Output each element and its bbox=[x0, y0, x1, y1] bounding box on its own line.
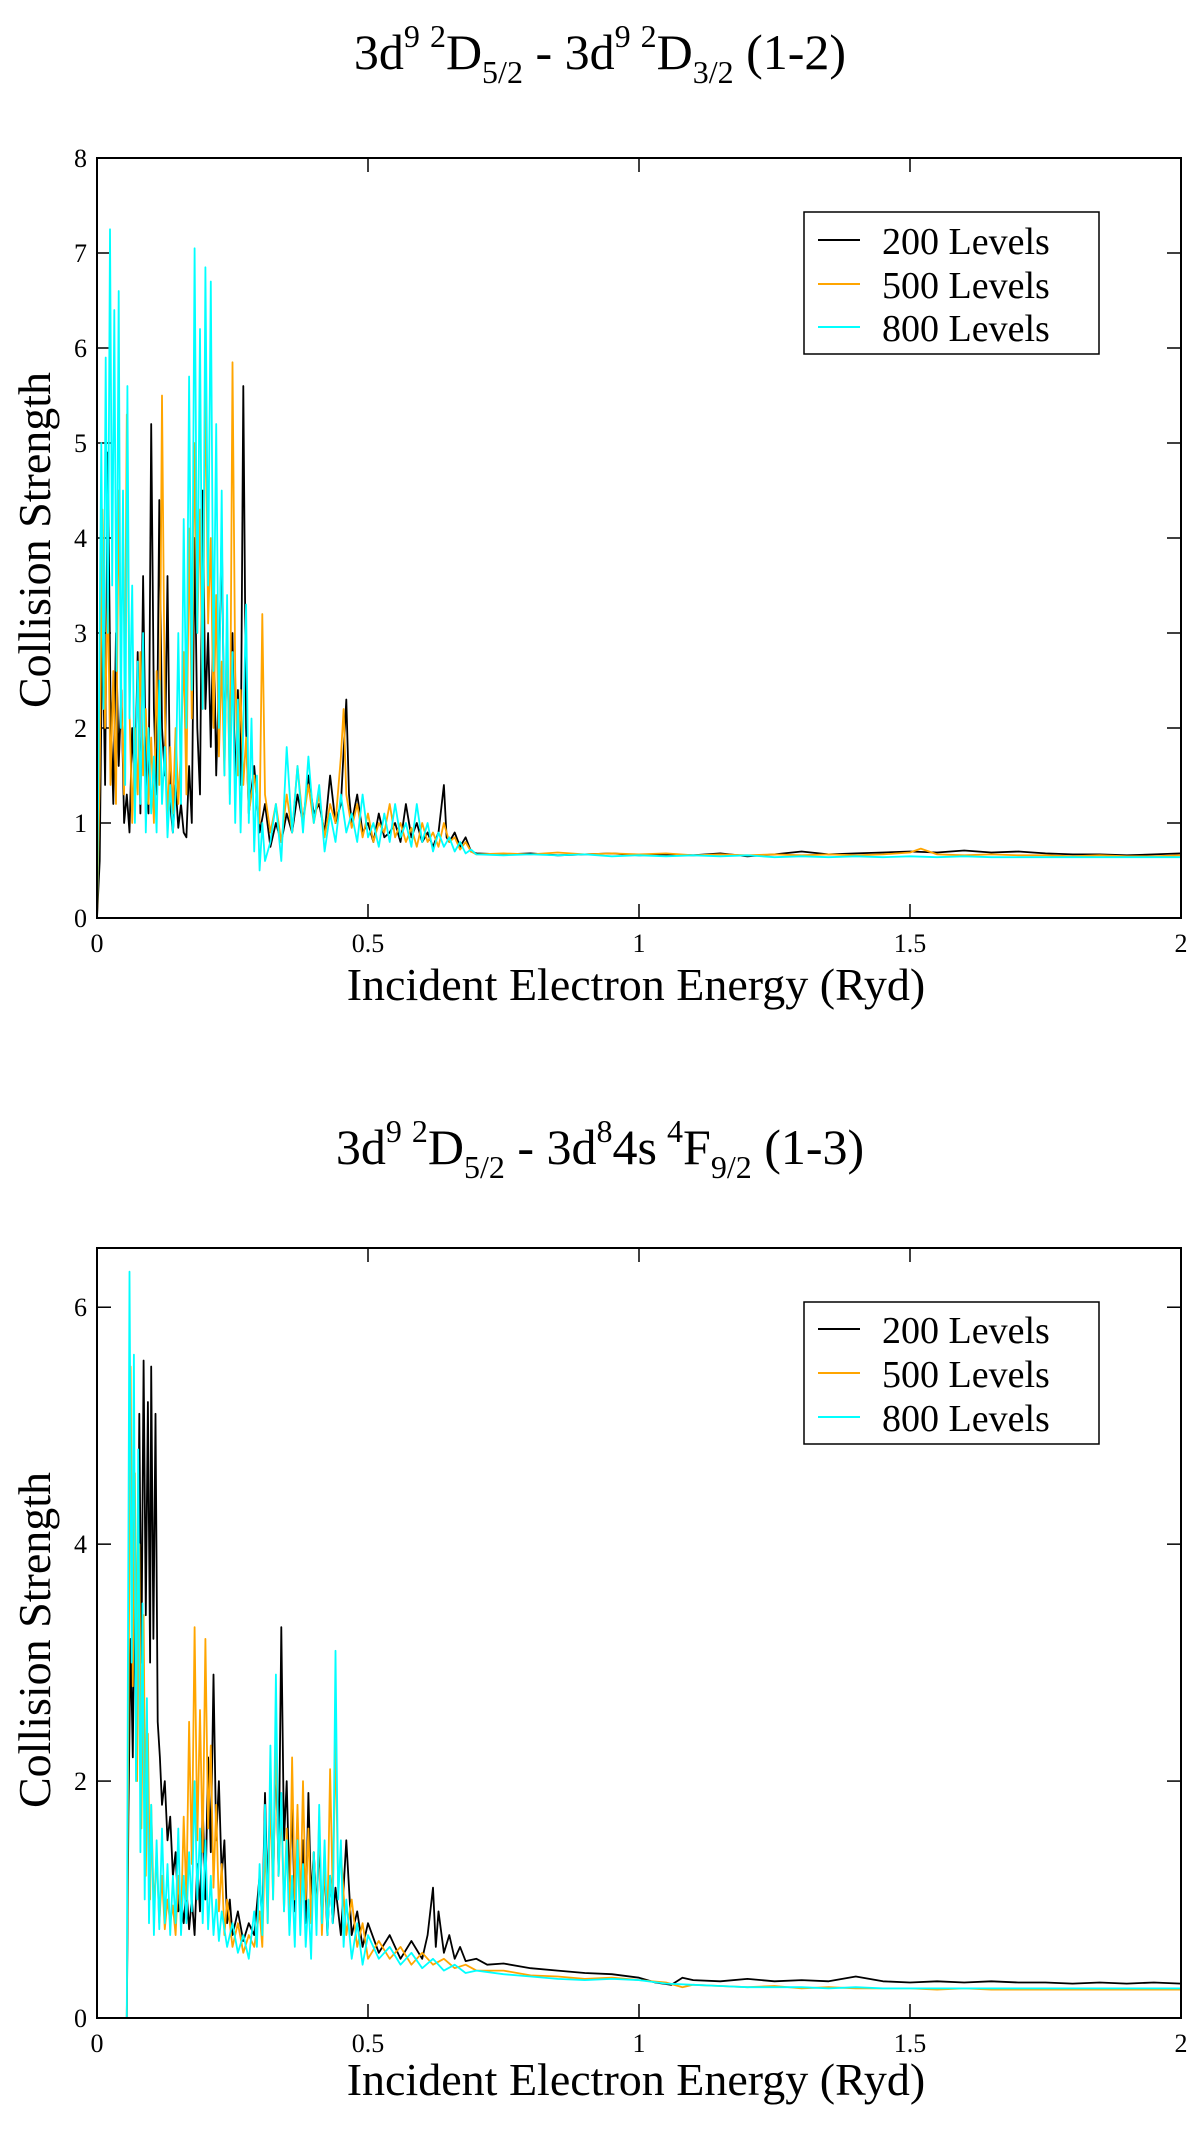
plot-frame bbox=[96, 1247, 1182, 2019]
y-tick-label: 5 bbox=[74, 429, 87, 458]
title-term-b: F bbox=[683, 1119, 711, 1175]
x-tick-label: 1.5 bbox=[894, 929, 927, 958]
title-config-b-sup: 9 bbox=[614, 18, 631, 54]
series-line-200 bbox=[125, 1359, 1182, 2019]
legend: 200 Levels 500 Levels 800 Levels bbox=[803, 1301, 1100, 1445]
title-term-a-sub: 5/2 bbox=[463, 1149, 505, 1185]
x-tick-label: 2 bbox=[1175, 929, 1188, 958]
title-term-b-sub: 9/2 bbox=[710, 1149, 752, 1185]
x-tick-label: 1.5 bbox=[894, 2029, 927, 2058]
title-config-a-sup: 9 bbox=[403, 18, 420, 54]
y-tick-label: 6 bbox=[74, 334, 87, 363]
series-line-800 bbox=[125, 1270, 1181, 2019]
title-config-a: 3d bbox=[353, 24, 404, 80]
chart-panel-1-2: 3d9 2D5/2 - 3d9 2D3/2 (1-2) Collision St… bbox=[0, 0, 1200, 1060]
series-line-200 bbox=[96, 385, 1182, 919]
legend-label-800: 800 Levels bbox=[882, 308, 1050, 350]
title-config-b-sup: 8 bbox=[596, 1113, 613, 1149]
x-axis-label: Incident Electron Energy (Ryd) bbox=[347, 2054, 926, 2105]
title-config-a: 3d bbox=[335, 1119, 386, 1175]
legend-label-800: 800 Levels bbox=[882, 1398, 1050, 1440]
chart-panel-1-3: 3d9 2D5/2 - 3d84s 4F9/2 (1-3) Collision … bbox=[0, 1095, 1200, 2155]
y-tick-label: 0 bbox=[74, 904, 87, 933]
x-tick-label: 0 bbox=[91, 929, 104, 958]
legend: 200 Levels 500 Levels 800 Levels bbox=[803, 211, 1100, 355]
title-separator: - bbox=[522, 24, 565, 80]
legend-label-500: 500 Levels bbox=[882, 265, 1050, 307]
legend-label-200: 200 Levels bbox=[882, 221, 1050, 263]
y-axis-label: Collision Strength bbox=[9, 372, 60, 708]
title-term-b-sup: 4 bbox=[667, 1113, 683, 1149]
y-tick-label: 2 bbox=[74, 1767, 87, 1796]
title-config-b: 3d bbox=[564, 24, 615, 80]
title-term-a-sup: 2 bbox=[429, 18, 446, 54]
y-tick-label: 8 bbox=[74, 144, 87, 173]
title-term-a: D bbox=[445, 24, 483, 80]
title-separator: - bbox=[504, 1119, 547, 1175]
x-tick-label: 0.5 bbox=[352, 2029, 385, 2058]
title-term-b-sup: 2 bbox=[640, 18, 657, 54]
title-config-a-sup: 9 bbox=[385, 1113, 402, 1149]
y-tick-label: 6 bbox=[74, 1293, 87, 1322]
y-tick-label: 1 bbox=[74, 809, 87, 838]
x-tick-label: 1 bbox=[633, 929, 646, 958]
y-tick-label: 4 bbox=[74, 1530, 87, 1559]
line-chart: Collision Strength Incident Electron Ene… bbox=[9, 1247, 1188, 2105]
series-line-800 bbox=[96, 228, 1181, 919]
plot-frame bbox=[96, 157, 1182, 919]
x-tick-label: 1 bbox=[633, 2029, 646, 2058]
x-axis-label: Incident Electron Energy (Ryd) bbox=[347, 959, 926, 1010]
title-config-b: 3d bbox=[546, 1119, 597, 1175]
x-tick-label: 0 bbox=[91, 2029, 104, 2058]
chart-title: 3d9 2D5/2 - 3d84s 4F9/2 (1-3) bbox=[0, 1115, 1200, 1183]
title-transition: (1-2) bbox=[746, 24, 847, 80]
y-tick-label: 7 bbox=[74, 239, 87, 268]
title-term-b: D bbox=[656, 24, 693, 80]
chart-title: 3d9 2D5/2 - 3d9 2D3/2 (1-2) bbox=[0, 20, 1200, 88]
line-chart: Collision Strength Incident Electron Ene… bbox=[9, 144, 1188, 1010]
title-transition: (1-3) bbox=[764, 1119, 865, 1175]
legend-label-200: 200 Levels bbox=[882, 1310, 1050, 1352]
y-axis-label: Collision Strength bbox=[9, 1472, 60, 1808]
title-config-b-tail: 4s bbox=[612, 1119, 657, 1175]
x-tick-label: 2 bbox=[1175, 2029, 1188, 2058]
legend-label-500: 500 Levels bbox=[882, 1354, 1050, 1396]
title-term-a-sub: 5/2 bbox=[482, 54, 523, 90]
series-line-500 bbox=[96, 361, 1182, 919]
y-tick-label: 2 bbox=[74, 714, 87, 743]
y-tick-label: 3 bbox=[74, 619, 87, 648]
title-term-a-sup: 2 bbox=[411, 1113, 428, 1149]
title-term-a: D bbox=[427, 1119, 464, 1175]
y-tick-label: 4 bbox=[74, 524, 87, 553]
x-tick-label: 0.5 bbox=[352, 929, 385, 958]
series-line-500 bbox=[125, 1365, 1181, 2019]
title-term-b-sub: 3/2 bbox=[692, 54, 734, 90]
y-tick-label: 0 bbox=[74, 2004, 87, 2033]
